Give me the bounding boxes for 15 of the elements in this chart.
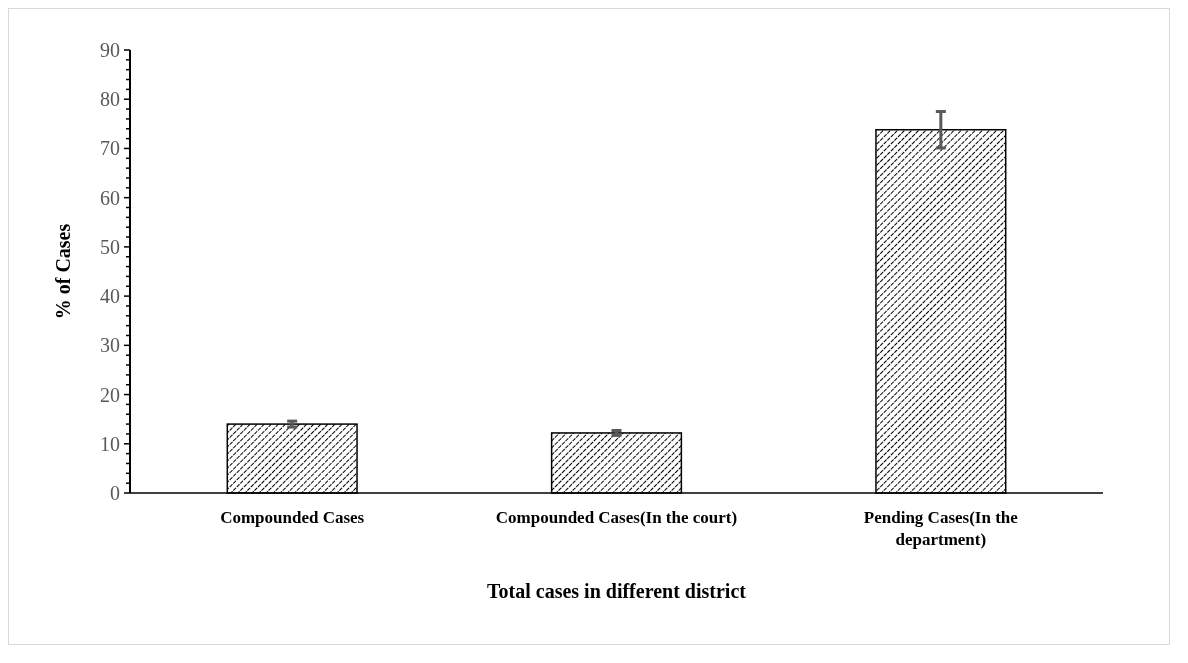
y-tick-label: 20: [100, 383, 120, 406]
y-tick-label: 50: [100, 235, 120, 258]
y-tick-label: 70: [100, 137, 120, 160]
y-tick-label: 80: [100, 88, 120, 111]
x-tick-label: Compounded Cases(In the court): [495, 508, 738, 527]
y-tick-label: 40: [100, 285, 120, 308]
x-tick-label: Compounded Cases: [220, 508, 365, 527]
y-tick-label: 60: [100, 186, 120, 209]
y-tick-label: 0: [110, 482, 120, 504]
x-tick-label: Pending Cases(In the department): [863, 508, 1019, 549]
x-axis-title: Total cases in different district: [487, 580, 747, 602]
y-tick-label: 30: [100, 334, 120, 357]
y-axis-title: % of Cases: [52, 223, 74, 320]
y-tick-label: 10: [100, 432, 120, 455]
y-tick-label: 90: [100, 39, 120, 61]
